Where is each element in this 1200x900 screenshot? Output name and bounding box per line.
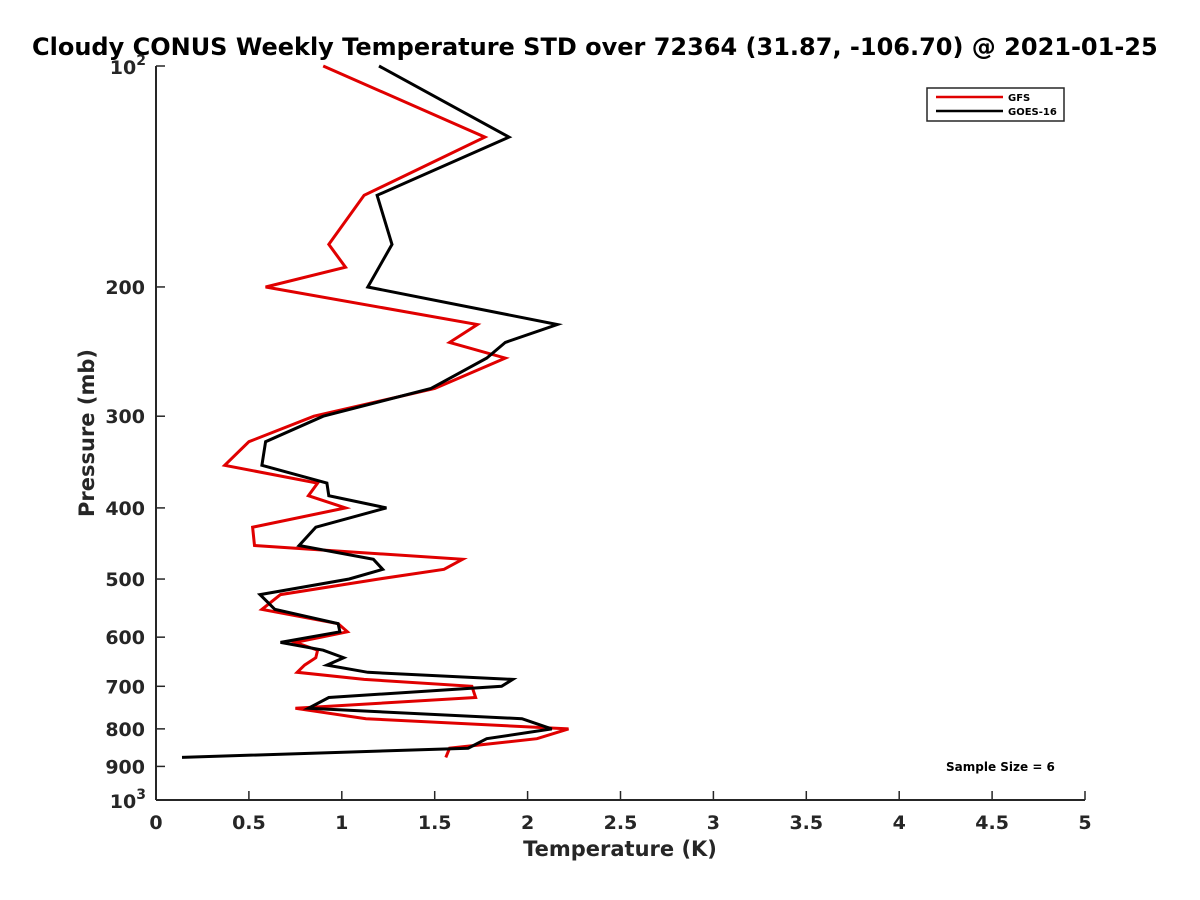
x-tick-label: 4.5 — [975, 812, 1009, 834]
legend: GFS GOES-16 — [926, 87, 1065, 122]
x-tick-label: 3.5 — [789, 812, 823, 834]
y-tick-label: 102 — [110, 53, 146, 79]
y-tick-label: 800 — [105, 719, 145, 741]
legend-label: GOES-16 — [1008, 107, 1057, 118]
x-tick-label: 2 — [521, 812, 534, 834]
y-tick-base: 10 — [110, 791, 136, 813]
y-tick-label: 900 — [105, 756, 145, 778]
legend-box — [926, 87, 1065, 122]
x-tick-label: 0 — [149, 812, 162, 834]
sample-size-annotation: Sample Size = 6 — [946, 760, 1055, 774]
y-tick-label: 103 — [110, 787, 146, 813]
x-tick-label: 2.5 — [604, 812, 638, 834]
x-tick-label: 3 — [707, 812, 720, 834]
x-tick-label: 5 — [1078, 812, 1091, 834]
y-axis-label: Pressure (mb) — [75, 349, 99, 517]
x-tick-label: 1 — [335, 812, 348, 834]
y-tick-label: 300 — [105, 406, 145, 428]
legend-label: GFS — [1008, 93, 1030, 104]
axes — [155, 66, 1085, 801]
y-tick-base: 10 — [110, 57, 136, 79]
x-ticks: 0 0.5 1 1.5 2 2.5 3 3.5 4 4.5 5 — [149, 791, 1092, 834]
x-tick-label: 1.5 — [418, 812, 452, 834]
y-tick-exponent: 3 — [136, 787, 146, 803]
x-tick-label: 0.5 — [232, 812, 266, 834]
series-line-gfs — [221, 64, 569, 758]
x-axis-label: Temperature (K) — [523, 837, 717, 861]
y-tick-exponent: 2 — [136, 53, 146, 69]
series-group — [181, 64, 569, 759]
y-tick-label: 600 — [105, 627, 145, 649]
chart-title: Cloudy CONUS Weekly Temperature STD over… — [32, 33, 1158, 61]
y-tick-label: 700 — [105, 676, 145, 698]
series-line-goes-16 — [181, 64, 564, 759]
y-tick-label: 500 — [105, 569, 145, 591]
y-tick-label: 200 — [105, 277, 145, 299]
legend-items: GFS GOES-16 — [936, 93, 1057, 118]
x-tick-label: 4 — [893, 812, 906, 834]
y-tick-label: 400 — [105, 498, 145, 520]
